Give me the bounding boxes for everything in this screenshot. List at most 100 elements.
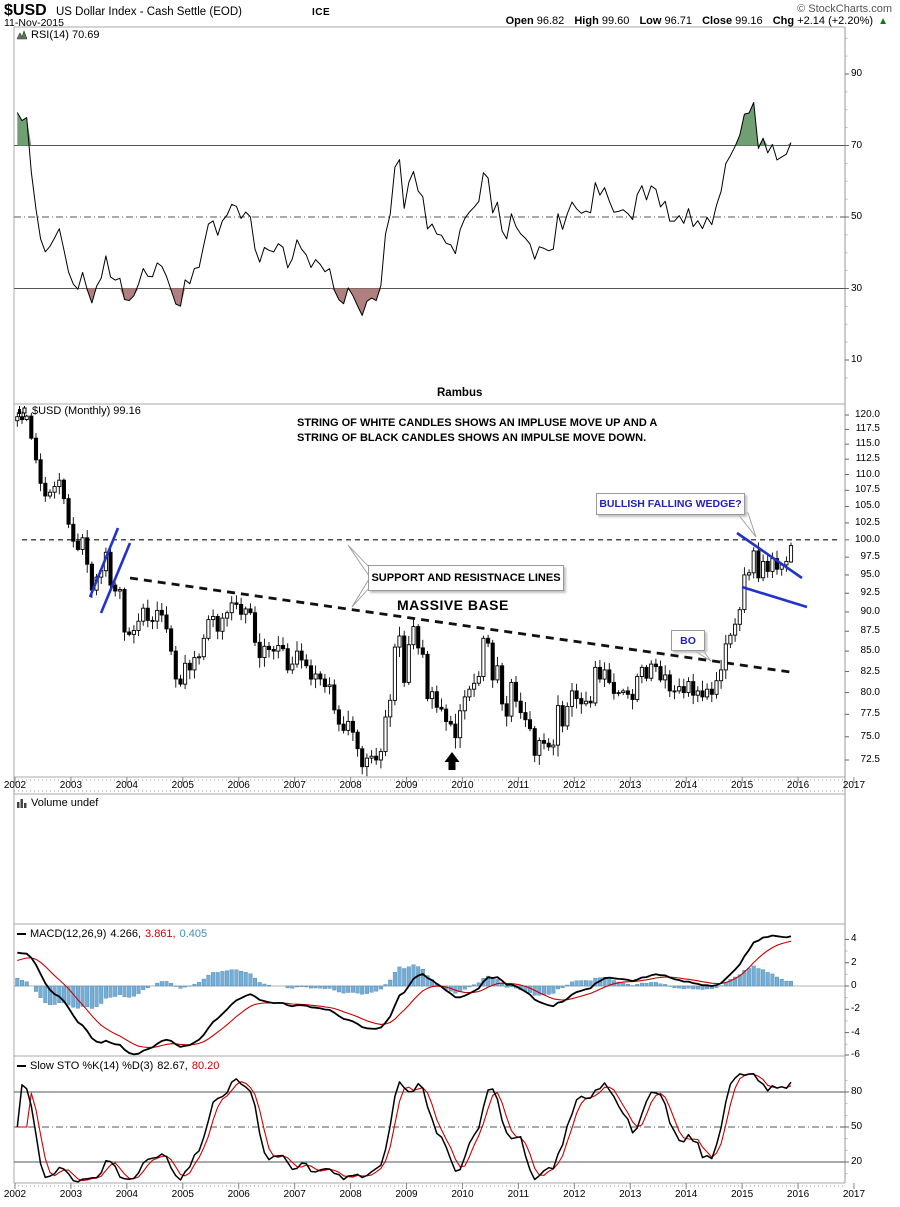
macd-histogram-bar (742, 970, 747, 987)
macd-histogram-bar (420, 969, 425, 987)
macd-y-axis-label: 4 (851, 933, 857, 945)
candlestick-body (117, 589, 122, 592)
macd-histogram-bar (43, 985, 48, 1003)
macd-histogram-bar (602, 977, 607, 987)
close-value: 99.16 (735, 15, 763, 27)
sto-name: Slow STO %K(14) %D(3) (30, 1060, 154, 1072)
impulse-channel-line-1 (88, 527, 120, 598)
macd-histogram-bar (309, 985, 314, 989)
line-swatch-icon (17, 933, 26, 935)
chg-label: Chg (772, 15, 795, 27)
candlestick-body (47, 491, 53, 497)
candlestick-body (392, 646, 397, 701)
rsi-overbought-fill (17, 102, 792, 146)
candlestick-body (388, 699, 393, 718)
candlestick-body (439, 706, 444, 710)
price-y-axis-label: 90.0 (860, 605, 880, 617)
x-axis-year-label: 2014 (675, 780, 698, 791)
x-axis-year-label: 2002 (3, 1189, 27, 1200)
candlestick-body (644, 666, 649, 679)
macd-histogram-bar (285, 985, 290, 989)
sto-y-axis-label: 80 (851, 1085, 863, 1097)
low-label: Low (639, 15, 662, 27)
candlestick-body (574, 690, 579, 700)
macd-histogram-bar (220, 971, 225, 987)
candlestick-body (444, 708, 449, 722)
candlestick-body (122, 589, 127, 633)
macd-histogram-bar (737, 974, 742, 987)
macd-histogram-bar (425, 975, 430, 987)
macd-y-axis-label: -4 (851, 1026, 860, 1038)
wedge-upper-line (736, 531, 803, 580)
candlestick-body (38, 459, 43, 484)
price-y-axis-label: 80.0 (860, 686, 880, 698)
candlestick-body (397, 635, 402, 648)
price-y-axis-label: 115.0 (855, 438, 880, 450)
base-support-dashed-line (129, 576, 791, 674)
sto-d-value: 80.20 (191, 1060, 220, 1072)
macd-histogram-bar (234, 969, 239, 987)
candlestick-body (201, 637, 206, 658)
x-axis-year-label: 2014 (675, 1189, 698, 1200)
rsi-oversold-fill (17, 288, 792, 316)
candlestick-body (280, 645, 286, 650)
macd-histogram-bar (34, 985, 39, 992)
candlestick-body (211, 616, 216, 621)
macd-histogram-bar (290, 985, 295, 989)
candlestick-body (346, 720, 351, 731)
candlestick-body (285, 648, 290, 671)
candlestick-body (192, 657, 197, 671)
candlestick-body (57, 479, 62, 487)
macd-histogram-bar (66, 985, 71, 1006)
x-axis-year-label: 2017 (842, 1189, 866, 1200)
x-axis-year-label: 2004 (115, 780, 138, 791)
macd-histogram-bar (556, 985, 561, 990)
macd-histogram-bar (402, 968, 407, 987)
candlestick-body (579, 698, 584, 705)
macd-histogram-bar (299, 985, 304, 988)
price-y-axis-label: 100.0 (854, 533, 880, 545)
x-axis-year-label: 2017 (842, 780, 866, 791)
macd-histogram-bar (350, 985, 355, 993)
impulse-note-line1: STRING OF WHITE CANDLES SHOWS AN IMPLUSE… (297, 417, 658, 429)
rsi-y-axis-label: 50 (851, 211, 863, 222)
macd-histogram-bar (542, 985, 547, 996)
candlestick-body (765, 560, 770, 572)
macd-histogram-bar (658, 983, 663, 987)
macd-histogram-bar (103, 985, 108, 999)
macd-histogram-bar (733, 976, 738, 987)
macd-histogram-bar (574, 980, 579, 987)
candlestick-body (131, 630, 136, 635)
price-y-axis-label: 112.5 (855, 453, 880, 465)
candlestick-body (788, 545, 794, 563)
rsi-y-axis-label: 10 (851, 354, 863, 365)
candlestick-body (770, 558, 775, 572)
candlestick-body (425, 653, 430, 700)
candlestick-body (509, 681, 514, 717)
macd-histogram-bar (336, 985, 341, 993)
macd-histogram-bar (705, 985, 710, 990)
macd-histogram-bar (551, 985, 556, 994)
macd-histogram-bar (99, 985, 104, 1004)
sto-panel-label: Slow STO %K(14) %D(3) 82.67, 80.20 (17, 1060, 219, 1072)
candlestick-body (593, 666, 598, 704)
macd-histogram-bar (183, 985, 188, 988)
candlestick-body (546, 742, 551, 748)
candlestick-body (229, 602, 234, 614)
macd-histogram-bar (243, 972, 248, 987)
rsi-y-axis-label: 30 (851, 282, 863, 294)
macd-value: 4.266, (110, 928, 142, 940)
candlestick-body (560, 705, 565, 727)
macd-histogram-bar (239, 971, 244, 987)
macd-histogram-bar (747, 968, 752, 987)
candlestick-body (197, 656, 202, 659)
macd-histogram-bar (327, 985, 332, 989)
macd-histogram-bar (388, 979, 393, 987)
candlestick-body (206, 619, 211, 639)
macd-histogram-bar (770, 973, 775, 987)
candlestick-body (719, 669, 724, 682)
macd-histogram-bar (57, 985, 62, 1003)
candlestick-body (378, 751, 383, 761)
candlestick-body (290, 663, 295, 671)
